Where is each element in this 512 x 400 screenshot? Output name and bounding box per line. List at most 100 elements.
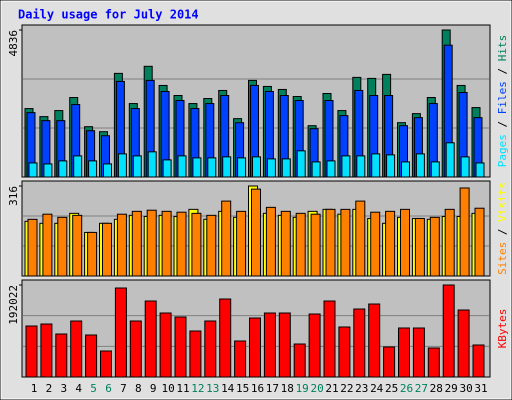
- bar: [72, 214, 83, 277]
- bar: [237, 157, 247, 178]
- x-tick-label: 3: [60, 382, 67, 395]
- bar: [40, 323, 53, 378]
- bar: [355, 200, 366, 277]
- bar: [356, 155, 366, 178]
- bar: [326, 160, 336, 178]
- x-tick-label: 5: [90, 382, 97, 395]
- bar: [58, 160, 68, 178]
- bar: [42, 213, 53, 277]
- bar: [325, 208, 336, 277]
- bar: [207, 157, 217, 178]
- bar: [27, 218, 38, 277]
- bar: [100, 350, 112, 378]
- bar: [444, 208, 455, 277]
- bar: [460, 156, 470, 178]
- bar: [353, 308, 366, 378]
- bar: [474, 207, 485, 277]
- legend-separator: /: [496, 222, 509, 242]
- bar: [385, 210, 396, 277]
- bar: [370, 211, 381, 277]
- bar: [415, 153, 425, 178]
- bar: [340, 208, 351, 277]
- x-tick-label: 15: [236, 382, 249, 395]
- legend-entry: Pages: [496, 134, 509, 167]
- bar: [249, 317, 261, 378]
- bar: [116, 213, 127, 277]
- bar: [129, 320, 142, 378]
- bar: [204, 320, 217, 378]
- bar: [266, 158, 276, 178]
- x-tick-label: 17: [266, 382, 279, 395]
- x-tick-label: 22: [340, 382, 353, 395]
- bar: [472, 344, 485, 378]
- bar: [146, 209, 157, 277]
- bar: [265, 206, 276, 277]
- y-tick-label: 192022: [7, 285, 20, 325]
- x-tick-label: 16: [251, 382, 264, 395]
- x-tick-label: 6: [105, 382, 112, 395]
- x-tick-label: 1: [31, 382, 38, 395]
- bar: [308, 313, 321, 378]
- bar: [412, 327, 425, 378]
- y-tick-label: 4836: [7, 30, 20, 57]
- bar: [459, 187, 470, 277]
- bar: [341, 155, 351, 178]
- bar: [252, 156, 261, 178]
- bar: [222, 156, 232, 178]
- bar: [206, 214, 217, 277]
- bar: [280, 210, 291, 277]
- x-tick-label: 20: [310, 382, 323, 395]
- x-tick-label: 2: [46, 382, 53, 395]
- x-tick-label: 30: [459, 382, 472, 395]
- legend-entry: KBytes: [496, 309, 509, 349]
- bar: [219, 298, 232, 378]
- bar: [398, 327, 410, 378]
- bar: [25, 325, 38, 378]
- bar: [311, 161, 321, 178]
- legend: Pages / Files / Hits: [496, 35, 509, 168]
- x-tick-label: 23: [355, 382, 368, 395]
- bar: [189, 330, 202, 378]
- x-tick-label: 25: [385, 382, 398, 395]
- x-tick-label: 7: [120, 382, 127, 395]
- bar: [278, 312, 291, 378]
- bar: [73, 155, 83, 178]
- x-tick-label: 4: [75, 382, 82, 395]
- x-tick-label: 10: [161, 382, 174, 395]
- bar: [430, 161, 440, 178]
- bar: [296, 150, 306, 178]
- x-tick-label: 11: [176, 382, 189, 395]
- x-tick-label: 24: [370, 382, 384, 395]
- x-tick-label: 26: [400, 382, 413, 395]
- x-tick-label: 13: [206, 382, 219, 395]
- chart-title: Daily usage for July 2014: [18, 8, 199, 22]
- bar: [85, 334, 98, 378]
- bar: [132, 155, 142, 178]
- bar: [147, 151, 157, 178]
- bar: [191, 212, 202, 277]
- bar: [159, 312, 172, 378]
- bar: [234, 340, 247, 378]
- legend: Sites / Visits: [496, 182, 509, 275]
- bar: [43, 163, 53, 178]
- legend-separator: /: [496, 61, 509, 81]
- bar: [371, 153, 381, 178]
- bar: [386, 154, 396, 178]
- bar: [427, 347, 440, 378]
- bar: [87, 231, 98, 277]
- bar: [457, 309, 470, 378]
- bar: [162, 159, 172, 178]
- bar: [28, 162, 38, 178]
- bar: [117, 153, 127, 178]
- bar: [55, 333, 68, 378]
- x-tick-label: 12: [191, 382, 204, 395]
- bar: [177, 155, 187, 178]
- bar: [114, 287, 127, 378]
- bar: [236, 210, 247, 277]
- bar: [442, 284, 455, 378]
- bar: [192, 157, 202, 178]
- bar: [263, 312, 276, 378]
- bar: [103, 163, 112, 178]
